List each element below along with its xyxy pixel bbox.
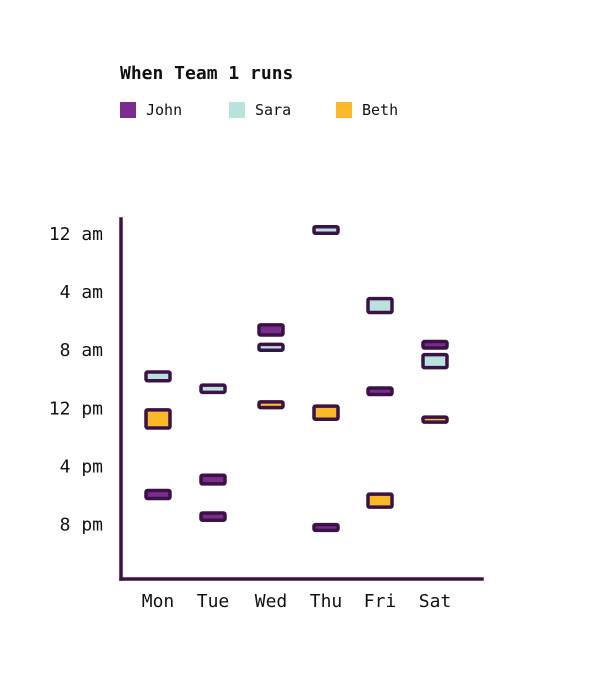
y-tick-label: 8 am [60, 340, 103, 361]
legend-label-beth: Beth [362, 101, 399, 119]
run-bar-sara [144, 370, 172, 383]
legend-item-beth: Beth [336, 101, 398, 119]
legend-item-sara: Sara [229, 101, 291, 119]
run-bar-beth [312, 404, 340, 422]
run-bar-john [421, 339, 449, 350]
legend-swatch-beth [336, 102, 352, 118]
run-bar-john [257, 323, 285, 337]
x-tick-label: Sat [419, 591, 452, 612]
x-tick-label: Tue [197, 591, 230, 612]
x-tick-label: Mon [142, 591, 175, 612]
run-bar-sara [366, 296, 394, 315]
chart-title: When Team 1 runs [120, 63, 294, 84]
y-tick-label: 4 pm [60, 456, 103, 477]
y-tick-label: 4 am [60, 282, 103, 303]
x-tick-label: Wed [255, 591, 288, 612]
run-bar-sara [257, 342, 285, 352]
legend-label-sara: Sara [255, 101, 292, 119]
run-bar-beth [366, 492, 394, 509]
run-bar-beth [257, 400, 285, 410]
run-bar-john [312, 522, 340, 533]
legend-item-john: John [120, 101, 182, 119]
run-bar-john [199, 473, 227, 486]
run-bar-john [366, 386, 394, 397]
run-bar-sara [421, 352, 449, 370]
x-tick-label: Fri [364, 591, 397, 612]
run-bar-beth [421, 415, 449, 424]
run-bar-sara [199, 383, 227, 395]
y-tick-label: 12 am [49, 224, 103, 245]
y-tick-label: 8 pm [60, 515, 103, 536]
legend-label-john: John [146, 101, 183, 119]
run-bar-john [199, 511, 227, 522]
legend-swatch-sara [229, 102, 245, 118]
legend: John Sara Beth [120, 101, 520, 123]
legend-swatch-john [120, 102, 136, 118]
y-tick-label: 12 pm [49, 398, 103, 419]
run-bar-sara [312, 224, 340, 236]
run-bar-beth [144, 408, 172, 430]
x-tick-label: Thu [310, 591, 343, 612]
run-bar-john [144, 488, 172, 501]
